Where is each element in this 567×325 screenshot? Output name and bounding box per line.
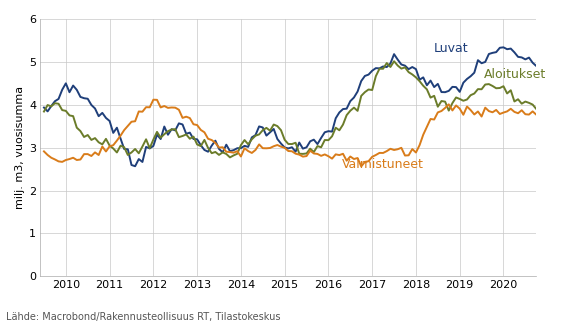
- Y-axis label: milj. m3, vuosisumma: milj. m3, vuosisumma: [15, 86, 25, 209]
- Text: Lähde: Macrobond/Rakennusteollisuus RT, Tilastokeskus: Lähde: Macrobond/Rakennusteollisuus RT, …: [6, 312, 280, 322]
- Text: Valmistuneet: Valmistuneet: [341, 158, 424, 171]
- Text: Aloitukset: Aloitukset: [484, 68, 546, 81]
- Text: Luvat: Luvat: [433, 43, 468, 56]
